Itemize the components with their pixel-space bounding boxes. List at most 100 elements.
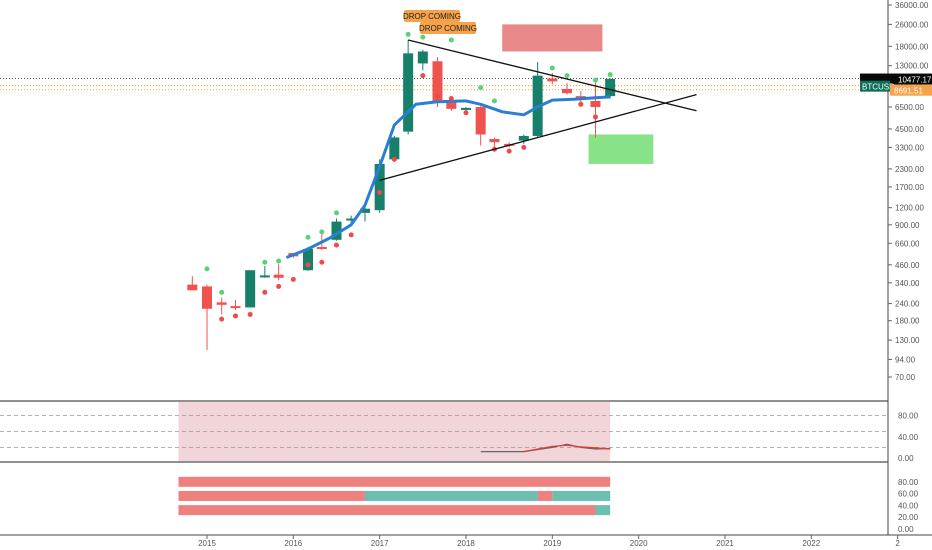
signal-dot-down <box>463 110 469 116</box>
signal-dot-up <box>204 266 210 272</box>
candle-body[interactable] <box>359 208 370 213</box>
signal-bar-segment <box>595 505 611 516</box>
price-tick-label: 180.00 <box>895 317 920 326</box>
resistance-zone <box>502 24 603 52</box>
candle-body[interactable] <box>561 88 572 94</box>
candle-body[interactable] <box>230 306 241 309</box>
bars-tick-label: 20.00 <box>898 513 919 522</box>
signal-dot-up <box>405 31 411 37</box>
signal-dot-down <box>348 232 354 238</box>
current-price-label: 10477.17 <box>898 76 932 85</box>
annotation-label-bg <box>420 22 476 34</box>
moving-average-line <box>285 95 611 259</box>
signal-dot-up <box>491 98 497 104</box>
price-tick-label: 2300.00 <box>895 165 924 174</box>
signal-bar-segment <box>178 476 611 487</box>
annotation-label: DROP COMING <box>419 24 477 33</box>
current-price-badge <box>860 73 932 85</box>
price-tick-label: 36000.00 <box>895 1 929 10</box>
bars-tick-label: 0.00 <box>898 525 914 534</box>
candle-body[interactable] <box>303 248 314 271</box>
signal-bar-segment <box>537 490 553 501</box>
candle-body[interactable] <box>316 247 327 250</box>
price-tick-label: 340.00 <box>895 279 920 288</box>
price-tick-label: 130.00 <box>895 336 920 345</box>
bars-tick-label: 80.00 <box>898 478 919 487</box>
signal-dot-down <box>290 276 296 282</box>
time-tick-label: 2018 <box>457 539 475 548</box>
price-tick-label: 6500.00 <box>895 103 924 112</box>
signal-dot-down <box>435 93 441 99</box>
signal-dot-up <box>333 210 339 216</box>
signal-dot-down <box>262 289 268 295</box>
time-tick-label: 2019 <box>543 539 561 548</box>
candle-body[interactable] <box>489 138 500 143</box>
candle-body[interactable] <box>417 51 428 64</box>
candle-body[interactable] <box>273 274 284 278</box>
price-tick-label: 1700.00 <box>895 183 924 192</box>
time-tick-label: 2022 <box>802 539 820 548</box>
price-tick-label: 13000.00 <box>895 62 929 71</box>
secondary-price-label: 8691.51 <box>894 87 923 96</box>
time-tick-label: 2017 <box>371 539 389 548</box>
candle-body[interactable] <box>245 270 256 308</box>
candle-body[interactable] <box>202 286 212 309</box>
signal-dot-down <box>420 73 426 79</box>
indicator-tick-label: 0.00 <box>898 454 914 463</box>
candle-body[interactable] <box>259 275 270 278</box>
annotation-label-bg <box>404 10 460 22</box>
symbol-label: BTCUSD <box>862 83 895 92</box>
bars-tick-label: 60.00 <box>898 490 919 499</box>
signal-dot-up <box>549 65 555 71</box>
indicator-tick-label: 40.00 <box>898 433 919 442</box>
symbol-badge <box>860 80 890 92</box>
signal-dot-down <box>377 189 383 195</box>
signal-dot-up <box>262 259 268 265</box>
time-tick-label: 2016 <box>284 539 302 548</box>
indicator-line-2 <box>523 444 611 453</box>
triangle-trendline <box>407 39 697 112</box>
signal-bar-segment <box>552 490 611 501</box>
candle-body[interactable] <box>346 218 357 221</box>
price-tick-label: 70.00 <box>895 373 916 382</box>
indicator-tick-label: 80.00 <box>898 412 919 421</box>
candle-body[interactable] <box>446 102 457 109</box>
signal-dot-down <box>319 259 325 265</box>
signal-dot-down <box>219 316 225 322</box>
candle-body[interactable] <box>460 107 471 110</box>
bars-tick-label: 40.00 <box>898 501 919 510</box>
time-tick-label: 2021 <box>716 539 734 548</box>
price-tick-label: 26000.00 <box>895 20 929 29</box>
signal-dot-up <box>219 289 225 295</box>
signal-bar-segment <box>364 490 538 501</box>
candle-body[interactable] <box>605 78 616 97</box>
signal-dot-up <box>448 37 454 43</box>
candle-body[interactable] <box>403 53 414 132</box>
signal-dot-up <box>305 234 311 240</box>
annotation-label: DROP COMING <box>403 12 461 21</box>
signal-bar-segment <box>178 505 596 516</box>
price-tick-label: 3300.00 <box>895 143 924 152</box>
support-zone <box>588 134 654 164</box>
candle-body[interactable] <box>518 135 529 141</box>
candle-body[interactable] <box>331 221 342 240</box>
signal-dot-up <box>564 73 570 79</box>
candle-body[interactable] <box>216 302 227 305</box>
signal-dot-down <box>276 283 282 289</box>
price-tick-label: 18000.00 <box>895 42 929 51</box>
candle-body[interactable] <box>389 137 400 160</box>
candle-body[interactable] <box>547 78 558 82</box>
candle-body[interactable] <box>374 163 385 211</box>
candle-body[interactable] <box>575 96 586 99</box>
signal-dot-down <box>247 311 253 317</box>
candle-body[interactable] <box>590 100 601 107</box>
signal-dot-up <box>276 258 282 264</box>
time-tick-label: 2020 <box>630 539 648 548</box>
candle-body[interactable] <box>432 61 443 103</box>
candle-body[interactable] <box>187 284 198 291</box>
signal-dot-down <box>232 313 238 319</box>
triangle-trendline <box>379 93 697 181</box>
candle-body[interactable] <box>475 106 486 135</box>
signal-dot-down <box>391 156 397 162</box>
